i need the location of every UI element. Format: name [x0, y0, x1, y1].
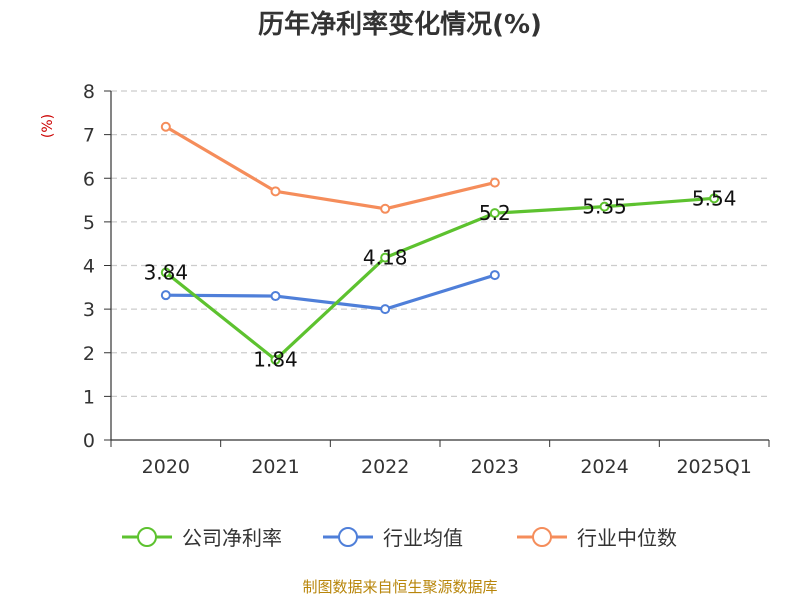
legend-label[interactable]: 公司净利率 — [182, 526, 282, 550]
source-note: 制图数据来自恒生聚源数据库 — [302, 578, 497, 596]
y-tick-label: 5 — [83, 212, 95, 234]
y-tick-label: 3 — [83, 299, 95, 321]
data-point[interactable] — [160, 290, 171, 301]
x-tick-label: 2025Q1 — [676, 456, 751, 478]
data-label: 4.18 — [363, 246, 408, 270]
x-tick-label: 2020 — [142, 456, 190, 478]
data-label: 5.35 — [582, 195, 627, 219]
x-tick-label: 2023 — [471, 456, 519, 478]
data-labels: 3.84 1.84 4.18 5.2 5.35 5.54 — [144, 186, 737, 371]
x-tick-label: 2024 — [580, 456, 628, 478]
legend-marker — [137, 527, 157, 547]
data-point[interactable] — [160, 121, 171, 132]
chart-title: 历年净利率变化情况(%) — [258, 9, 542, 40]
series-line — [165, 273, 496, 311]
legend-marker — [532, 527, 552, 547]
data-point[interactable] — [489, 177, 500, 188]
y-tick-label: 2 — [83, 343, 95, 365]
legend-label[interactable]: 行业中位数 — [577, 526, 677, 550]
y-tick-label: 0 — [83, 430, 95, 452]
x-tick-label: 2021 — [251, 456, 299, 478]
legend-label[interactable]: 行业均值 — [383, 526, 463, 550]
data-point[interactable] — [599, 201, 610, 212]
axes: 0 1 2 3 4 5 6 7 8 2020 2021 2022 2023 2024 2025Q1 — [83, 81, 770, 478]
data-point[interactable] — [709, 193, 720, 204]
series-layer — [160, 121, 720, 365]
y-tick-label: 6 — [83, 168, 95, 190]
x-tick-label: 2022 — [361, 456, 409, 478]
grid-lines — [111, 90, 769, 397]
data-point[interactable] — [270, 291, 281, 302]
y-tick-label: 4 — [83, 256, 95, 278]
y-tick-label: 1 — [83, 386, 95, 408]
data-point[interactable] — [380, 252, 391, 263]
data-label: 1.84 — [253, 348, 298, 372]
series-line — [165, 125, 496, 211]
data-point[interactable] — [380, 304, 391, 315]
legend-marker — [338, 527, 358, 547]
series-line — [164, 196, 715, 362]
data-label: 3.84 — [144, 260, 189, 284]
data-point[interactable] — [489, 208, 500, 219]
data-point[interactable] — [270, 354, 281, 365]
y-tick-label: 7 — [83, 125, 95, 147]
data-point[interactable] — [380, 203, 391, 214]
y-tick-label: 8 — [83, 81, 95, 103]
data-point[interactable] — [270, 186, 281, 197]
data-point[interactable] — [160, 267, 171, 278]
data-label: 5.2 — [479, 201, 511, 225]
legend[interactable]: 公司净利率 行业均值 行业中位数 — [122, 526, 677, 550]
data-point[interactable] — [489, 270, 500, 281]
y-axis-unit: (%) — [40, 114, 56, 138]
data-label: 5.54 — [692, 186, 737, 210]
